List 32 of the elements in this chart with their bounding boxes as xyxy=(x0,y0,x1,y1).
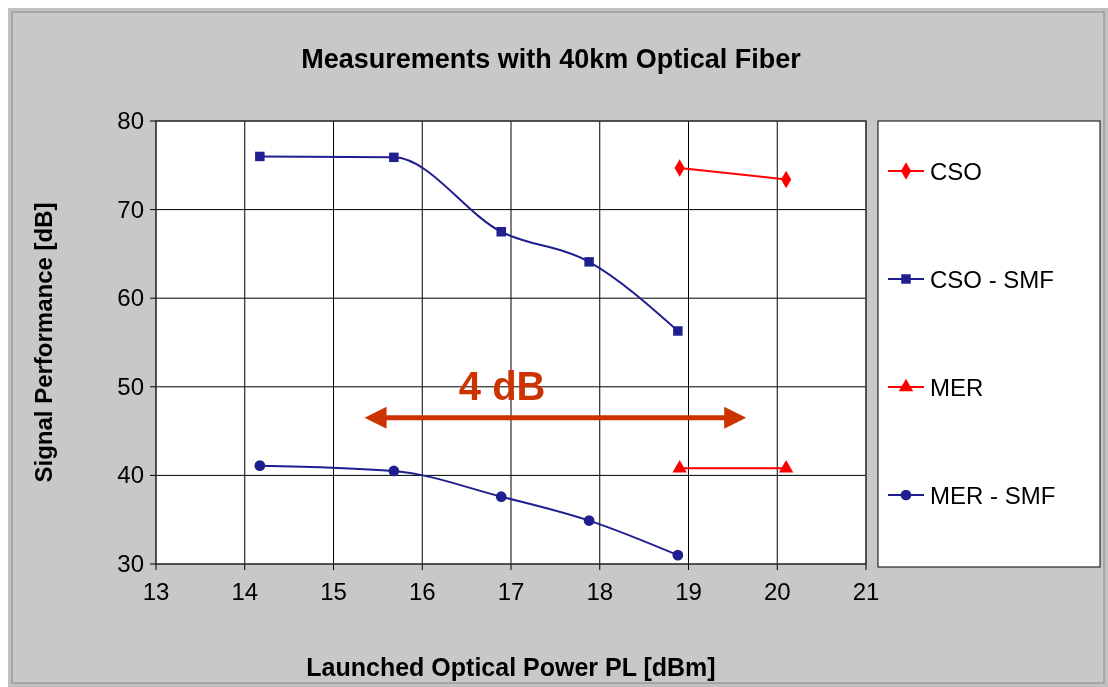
y-axis-title: Signal Performance [dB] xyxy=(30,202,57,483)
point xyxy=(389,152,399,163)
point xyxy=(496,227,506,237)
point xyxy=(583,515,595,526)
y-tick-label: 80 xyxy=(117,107,144,134)
x-tick-label: 19 xyxy=(675,578,702,605)
legend-label: CSO xyxy=(930,158,983,185)
y-tick-label: 60 xyxy=(117,284,144,312)
x-axis-title: Launched Optical Power PL [dBm] xyxy=(306,653,716,681)
legend-label: CSO - SMF xyxy=(930,266,1054,293)
point xyxy=(584,257,594,267)
point xyxy=(495,491,507,503)
x-tick-label: 20 xyxy=(763,578,791,605)
y-tick-label: 70 xyxy=(117,195,144,223)
point xyxy=(672,549,684,561)
point xyxy=(673,326,683,336)
chart-title: Measurements with 40km Optical Fiber xyxy=(301,44,802,74)
x-tick-label: 18 xyxy=(586,578,614,605)
x-tick-label: 16 xyxy=(408,578,436,605)
legend-label: MER xyxy=(930,374,984,401)
y-tick-label: 30 xyxy=(117,550,144,577)
point xyxy=(388,465,400,477)
x-tick-label: 15 xyxy=(320,578,347,605)
y-tick-label: 40 xyxy=(117,461,144,489)
y-tick-label: 50 xyxy=(117,372,144,400)
point xyxy=(255,151,265,162)
point xyxy=(254,460,266,471)
x-tick-label: 13 xyxy=(142,578,170,605)
x-tick-label: 21 xyxy=(852,578,880,605)
x-tick-label: 17 xyxy=(497,578,525,605)
x-tick-label: 14 xyxy=(231,578,259,605)
legend-label: MER - SMF xyxy=(930,482,1056,509)
